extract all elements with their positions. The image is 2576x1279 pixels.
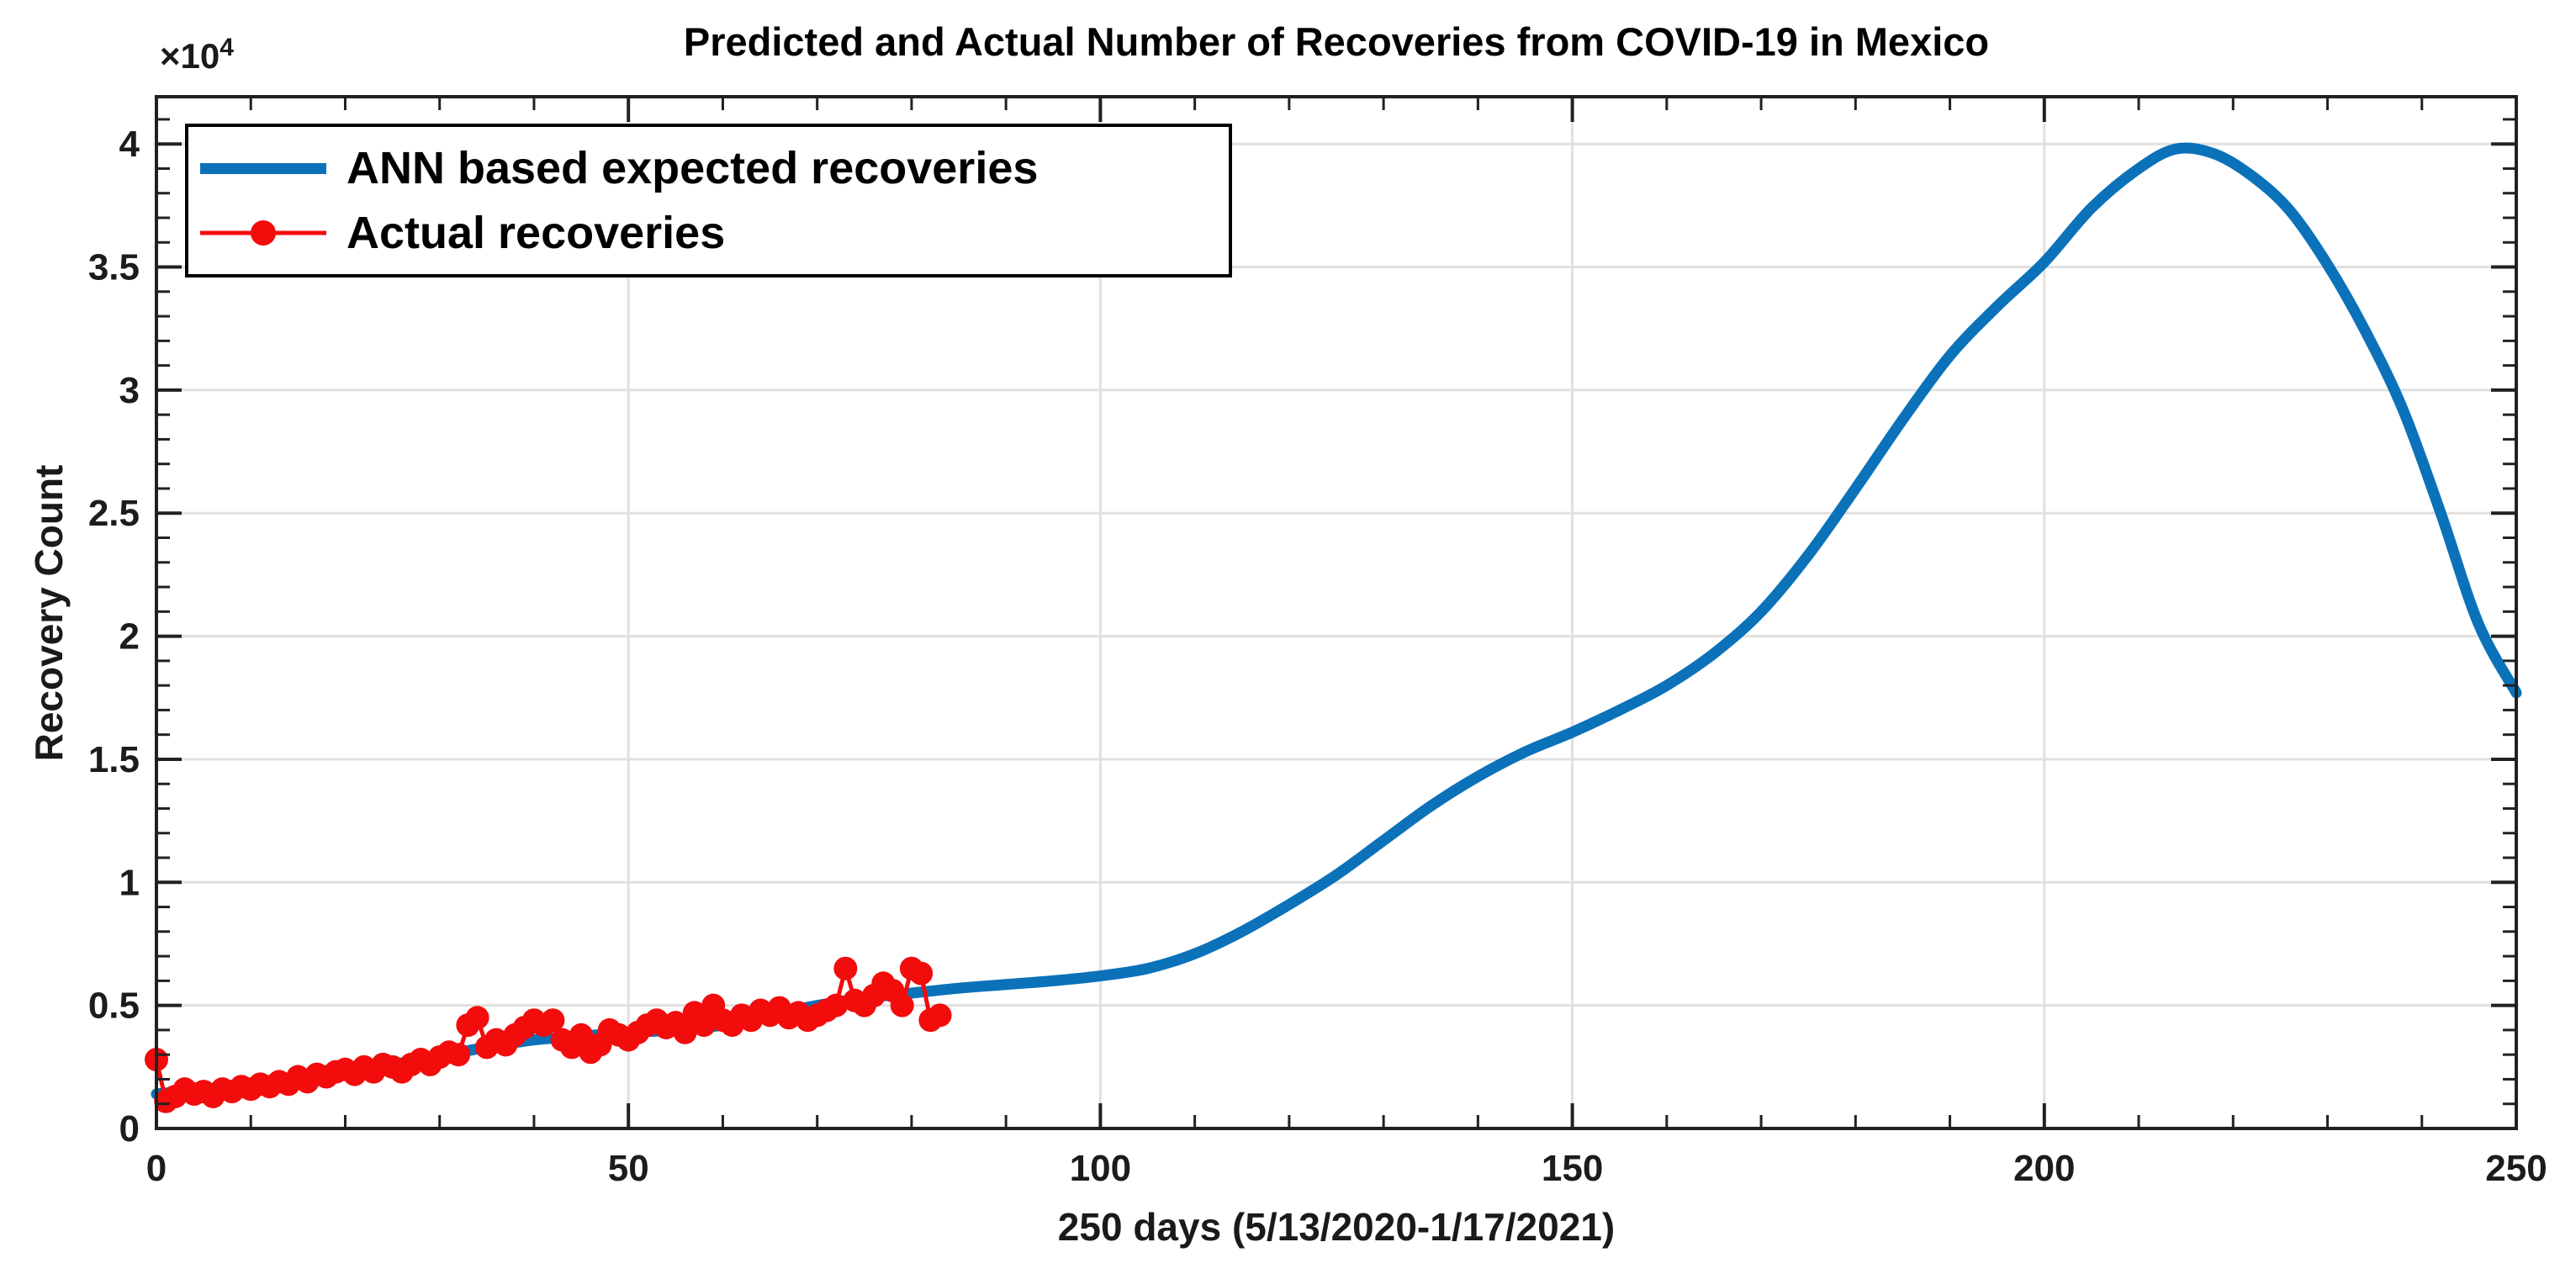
actual-recovery-point <box>447 1043 471 1067</box>
legend-actual-label: Actual recoveries <box>346 208 726 258</box>
legend-item-ann: ANN based expected recoveries <box>200 139 1220 198</box>
actual-recovery-point <box>673 1020 697 1044</box>
y-tick-label: 1 <box>119 862 140 903</box>
y-tick-label: 0.5 <box>88 986 140 1027</box>
y-tick-label: 4 <box>119 124 140 165</box>
x-tick-label: 0 <box>146 1148 167 1189</box>
legend-item-actual: Actual recoveries <box>200 203 1220 262</box>
x-tick-label: 50 <box>608 1148 649 1189</box>
legend-ann-line-swatch <box>200 163 326 174</box>
y-tick-label: 3 <box>119 370 140 411</box>
y-tick-label: 2.5 <box>88 493 140 534</box>
ann-expected-curve <box>151 142 2522 1100</box>
x-axis-label: 250 days (5/13/2020-1/17/2021) <box>1057 1205 1616 1249</box>
actual-recovery-point <box>890 993 914 1017</box>
y-tick-label: 3.5 <box>88 247 140 288</box>
legend-actual-marker-swatch <box>200 220 326 246</box>
y-axis-label: Recovery Count <box>27 464 71 762</box>
actual-recovery-point <box>909 961 934 986</box>
actual-recovery-point <box>833 956 858 980</box>
y-tick-label: 2 <box>119 616 140 658</box>
x-tick-label: 150 <box>1542 1148 1603 1189</box>
x-tick-label: 250 <box>2485 1148 2547 1189</box>
y-exponent-power: 4 <box>220 34 234 61</box>
actual-recovery-point <box>824 993 849 1017</box>
actual-recovery-point <box>928 1003 952 1028</box>
x-tick-label: 200 <box>2013 1148 2075 1189</box>
y-exponent-base: ×10 <box>160 36 220 76</box>
y-tick-label: 1.5 <box>88 739 140 780</box>
chart-title: Predicted and Actual Number of Recoverie… <box>683 19 1990 64</box>
legend: ANN based expected recoveries Actual rec… <box>185 124 1232 277</box>
x-tick-label: 100 <box>1070 1148 1131 1189</box>
y-tick-label: 0 <box>119 1108 140 1150</box>
legend-ann-label: ANN based expected recoveries <box>346 143 1039 193</box>
actual-recovery-point <box>541 1008 565 1033</box>
actual-recovery-point <box>691 1013 716 1038</box>
y-axis-exponent: ×104 <box>160 34 234 77</box>
actual-recovery-point <box>569 1023 594 1047</box>
actual-recovery-point <box>465 1006 489 1030</box>
